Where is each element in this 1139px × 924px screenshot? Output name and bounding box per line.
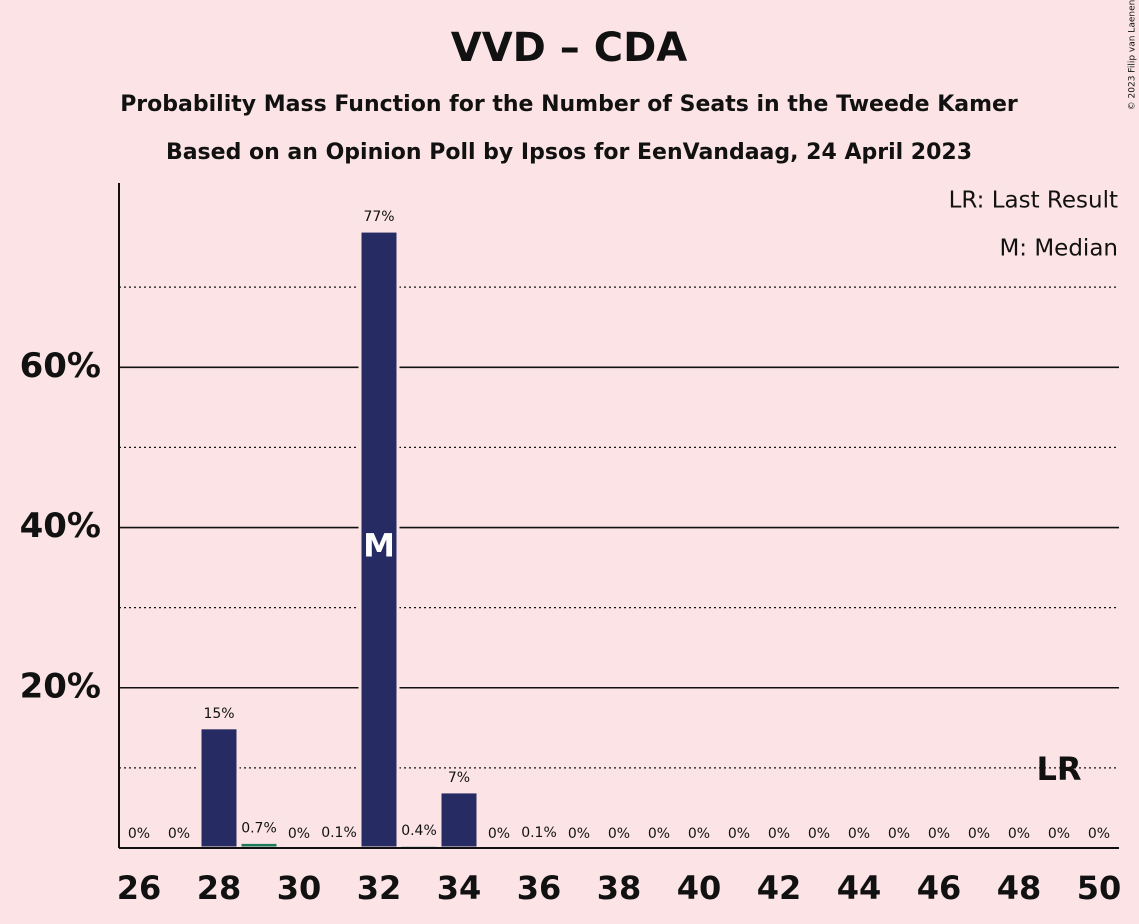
value-label: 0% (288, 826, 310, 842)
value-label: 0% (568, 826, 590, 842)
x-tick-label: 50 (1077, 869, 1122, 907)
x-tick-label: 26 (117, 869, 162, 907)
value-label: 0% (888, 826, 910, 842)
value-label: 0% (648, 826, 670, 842)
y-tick-label: 20% (20, 666, 101, 706)
median-marker: M (363, 527, 395, 565)
bar (358, 229, 400, 850)
legend-text: LR: Last Result (949, 188, 1118, 214)
x-tick-label: 44 (837, 869, 882, 907)
value-label: 0% (1008, 826, 1030, 842)
value-label: 0% (728, 826, 750, 842)
value-label: 0.4% (401, 823, 437, 839)
y-tick-label: 40% (20, 506, 101, 546)
value-label: 77% (363, 209, 394, 225)
value-label: 0.7% (241, 820, 277, 836)
chart-subtitle: Probability Mass Function for the Number… (120, 92, 1018, 117)
x-tick-label: 30 (277, 869, 322, 907)
x-tick-label: 42 (757, 869, 802, 907)
y-tick-label: 60% (20, 346, 101, 386)
value-label: 0% (808, 826, 830, 842)
x-tick-label: 38 (597, 869, 642, 907)
x-tick-label: 28 (197, 869, 242, 907)
value-label: 7% (448, 770, 470, 786)
value-label: 0% (608, 826, 630, 842)
copyright: © 2023 Filip van Laenen (1128, 0, 1138, 110)
chart-subtitle: Based on an Opinion Poll by Ipsos for Ee… (166, 140, 972, 165)
value-label: 0% (928, 826, 950, 842)
value-label: 0% (768, 826, 790, 842)
bar (438, 790, 480, 850)
value-label: 0% (488, 826, 510, 842)
x-tick-label: 48 (997, 869, 1042, 907)
x-tick-label: 36 (517, 869, 562, 907)
value-label: 0% (1048, 826, 1070, 842)
bar (198, 726, 240, 850)
x-tick-label: 46 (917, 869, 962, 907)
x-tick-label: 40 (677, 869, 722, 907)
chart-title: VVD – CDA (451, 25, 688, 71)
value-label: 0% (168, 826, 190, 842)
legend-text: M: Median (999, 236, 1118, 262)
value-label: 0% (128, 826, 150, 842)
value-label: 0% (968, 826, 990, 842)
value-label: 15% (203, 706, 234, 722)
value-label: 0.1% (321, 825, 357, 841)
last-result-marker: LR (1036, 750, 1081, 788)
value-label: 0% (688, 826, 710, 842)
value-label: 0% (1088, 826, 1110, 842)
value-label: 0.1% (521, 825, 557, 841)
x-tick-label: 32 (357, 869, 402, 907)
x-tick-label: 34 (437, 869, 482, 907)
value-label: 0% (848, 826, 870, 842)
